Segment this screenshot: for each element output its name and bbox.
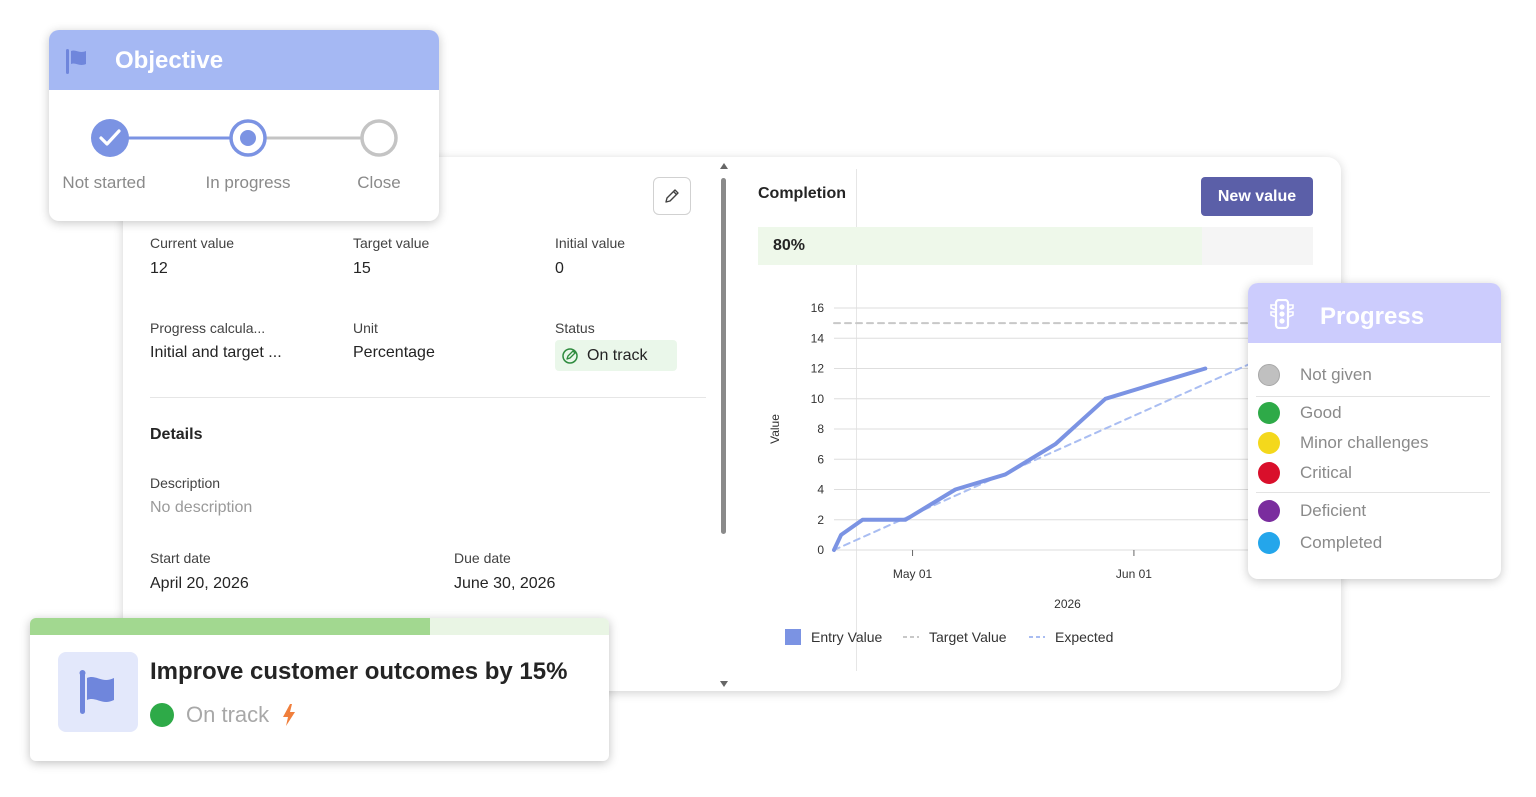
objective-popup: Objective Not started In progress Close xyxy=(49,30,439,221)
current-value: 12 xyxy=(150,260,168,277)
not-given-dot xyxy=(1258,364,1280,386)
deficient-dot xyxy=(1258,500,1280,522)
progress-header: Progress xyxy=(1248,283,1501,343)
scrollbar[interactable] xyxy=(720,163,730,687)
completion-progress-bar: 80% xyxy=(758,227,1313,265)
objective-progress-bar xyxy=(30,618,609,635)
y-tick-label: 10 xyxy=(811,392,825,406)
y-tick-label: 8 xyxy=(817,422,824,436)
details-heading: Details xyxy=(150,426,203,443)
flag-icon xyxy=(79,670,114,714)
step-not-started[interactable] xyxy=(91,119,129,157)
objective-status: On track xyxy=(150,702,297,728)
start-date-label: Start date xyxy=(150,550,211,566)
x-tick-label: May 01 xyxy=(893,567,933,581)
legend-label: Entry Value xyxy=(811,629,883,645)
step-label-close: Close xyxy=(357,173,401,192)
legend-separator xyxy=(1256,492,1490,493)
legend-label: Target Value xyxy=(929,629,1007,645)
legend-label: Deficient xyxy=(1300,501,1367,520)
progress-legend-popup: Progress Not given Good Minor challenges… xyxy=(1248,283,1501,579)
y-tick-label: 16 xyxy=(811,301,825,315)
key-result-panel: Current value 12 Target value 15 Initial… xyxy=(123,157,1341,691)
due-date-label: Due date xyxy=(454,550,511,566)
step-label-in-progress: In progress xyxy=(205,173,291,192)
objective-title: Improve customer outcomes by 15% xyxy=(150,658,568,685)
completed-dot xyxy=(1258,532,1280,554)
scroll-up-arrow[interactable] xyxy=(720,163,728,169)
legend-separator xyxy=(1256,396,1490,397)
y-tick-label: 2 xyxy=(817,513,824,527)
legend-label: Good xyxy=(1300,403,1342,422)
legend-item-completed: Completed xyxy=(1258,532,1382,554)
y-tick-label: 6 xyxy=(817,452,824,466)
y-tick-label: 4 xyxy=(817,483,824,497)
step-in-progress[interactable] xyxy=(229,119,267,157)
legend-swatch xyxy=(785,629,801,645)
legend-label: Not given xyxy=(1300,365,1372,384)
target-value: 15 xyxy=(353,260,371,277)
critical-dot xyxy=(1258,462,1280,484)
legend-label: Expected xyxy=(1055,629,1113,645)
progress-calc-value: Initial and target ... xyxy=(150,344,282,361)
objective-title: Objective xyxy=(115,47,224,74)
scroll-down-arrow[interactable] xyxy=(720,681,728,687)
lightning-icon xyxy=(283,704,296,726)
scroll-thumb[interactable] xyxy=(721,178,726,534)
unit-value: Percentage xyxy=(353,344,435,361)
legend-label: Completed xyxy=(1300,533,1383,552)
legend-item-minor-challenges: Minor challenges xyxy=(1258,432,1429,454)
objective-status-text: On track xyxy=(186,702,270,727)
objective-stepper xyxy=(91,119,398,157)
progress-calc-label: Progress calcula... xyxy=(150,320,266,336)
legend-item-deficient: Deficient xyxy=(1258,500,1366,522)
completion-title: Completion xyxy=(758,185,846,202)
flag-icon xyxy=(66,49,86,74)
start-date-value: April 20, 2026 xyxy=(150,575,249,592)
y-tick-label: 14 xyxy=(811,331,825,345)
new-value-button[interactable]: New value xyxy=(1201,177,1313,216)
due-date-value: June 30, 2026 xyxy=(454,575,556,592)
step-label-not-started: Not started xyxy=(62,173,146,192)
target-value-label: Target value xyxy=(353,235,430,251)
panel-divider xyxy=(856,169,857,671)
status-label: Status xyxy=(555,320,595,336)
current-value-label: Current value xyxy=(150,235,235,251)
legend-label: Minor challenges xyxy=(1300,433,1429,452)
step-close[interactable] xyxy=(360,119,398,157)
legend-item-not-given: Not given xyxy=(1258,364,1372,386)
x-tick-label: Jun 01 xyxy=(1116,567,1152,581)
objective-icon-tile xyxy=(58,652,138,732)
y-tick-label: 12 xyxy=(811,362,825,376)
objective-header: Objective xyxy=(49,30,439,90)
y-axis-title: Value xyxy=(768,414,782,444)
series-entry-value xyxy=(832,366,1208,552)
unit-label: Unit xyxy=(353,320,378,336)
edit-button[interactable] xyxy=(653,177,691,215)
legend-item-good: Good xyxy=(1258,402,1342,424)
pencil-icon xyxy=(665,189,679,203)
description-value: No description xyxy=(150,499,253,516)
objective-summary-card[interactable]: Improve customer outcomes by 15% On trac… xyxy=(30,618,609,761)
section-divider xyxy=(150,397,706,398)
status-value: On track xyxy=(587,346,648,364)
completion-percent: 80% xyxy=(773,237,806,254)
on-track-icon xyxy=(562,347,578,364)
legend-item-critical: Critical xyxy=(1258,462,1352,484)
minor-challenges-dot xyxy=(1258,432,1280,454)
traffic-light-icon xyxy=(1270,299,1294,329)
status-dot xyxy=(150,703,174,727)
y-tick-label: 0 xyxy=(817,543,824,557)
x-axis-title: 2026 xyxy=(1054,597,1081,611)
legend-label: Critical xyxy=(1300,463,1352,482)
description-label: Description xyxy=(150,475,221,491)
status-badge[interactable]: On track xyxy=(555,340,677,371)
progress-title: Progress xyxy=(1320,303,1425,330)
initial-value: 0 xyxy=(555,260,564,277)
completion-progress-fill xyxy=(758,227,1202,265)
initial-value-label: Initial value xyxy=(555,235,626,251)
objective-progress-fill xyxy=(30,618,430,635)
good-dot xyxy=(1258,402,1280,424)
